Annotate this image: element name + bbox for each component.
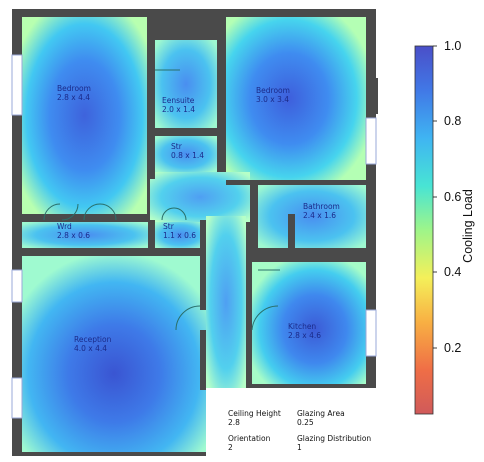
- windows: [11, 54, 377, 419]
- room-label-bathroom: Bathroom 2.4 x 1.6: [303, 202, 340, 220]
- room-bedroom-2-heat: [226, 17, 366, 180]
- info-glazing-area: Glazing Area 0.25: [297, 409, 345, 427]
- colorbar: [414, 45, 434, 415]
- colorbar-tick-label: 0.6: [444, 190, 462, 204]
- colorbar-tick-label: 0.2: [444, 341, 462, 355]
- room-ensuite-heat: [155, 40, 217, 128]
- colorbar-tick-label: 0.4: [444, 265, 462, 279]
- room-store-1-heat: [155, 136, 217, 172]
- room-label-store-2: Str 1.1 x 0.6: [163, 222, 197, 240]
- room-wardrobe-heat: [22, 222, 148, 248]
- room-kitchen-heat: [252, 262, 366, 384]
- room-bathroom-heat: [258, 184, 366, 248]
- hall-lower-heat: [206, 216, 246, 388]
- room-label-ensuite: Eensuite 2.0 x 1.4: [162, 96, 196, 114]
- colorbar-tick-label: 0.8: [444, 114, 462, 128]
- room-label-kitchen: Kitchen 2.8 x 4.6: [288, 322, 322, 340]
- colorbar-tick-label: 1.0: [444, 39, 462, 53]
- room-bedroom-1-heat: [22, 17, 147, 214]
- room-reception-heat: [22, 256, 206, 452]
- room-store-2-heat: [155, 222, 205, 248]
- colorbar-ticks: [433, 45, 437, 349]
- room-label-bedroom-2: Bedroom 3.0 x 3.4: [256, 86, 290, 104]
- room-label-reception: Reception 4.0 x 4.4: [74, 335, 112, 353]
- hall-heat: [150, 172, 250, 222]
- info-orientation: Orientation 2: [228, 434, 271, 452]
- room-label-wardrobe: Wrd 2.8 x 0.6: [57, 222, 91, 240]
- info-ceiling-height: Ceiling Height 2.8: [228, 409, 281, 427]
- interior-walls: [22, 9, 366, 390]
- door-swings: [43, 69, 280, 331]
- colorbar-title: Cooling Load: [461, 189, 475, 263]
- room-label-bedroom-1: Bedroom 2.8 x 4.4: [57, 84, 91, 102]
- room-label-store-1: Str 0.8 x 1.4: [171, 142, 205, 160]
- info-glazing-distribution: Glazing Distribution 1: [297, 434, 372, 452]
